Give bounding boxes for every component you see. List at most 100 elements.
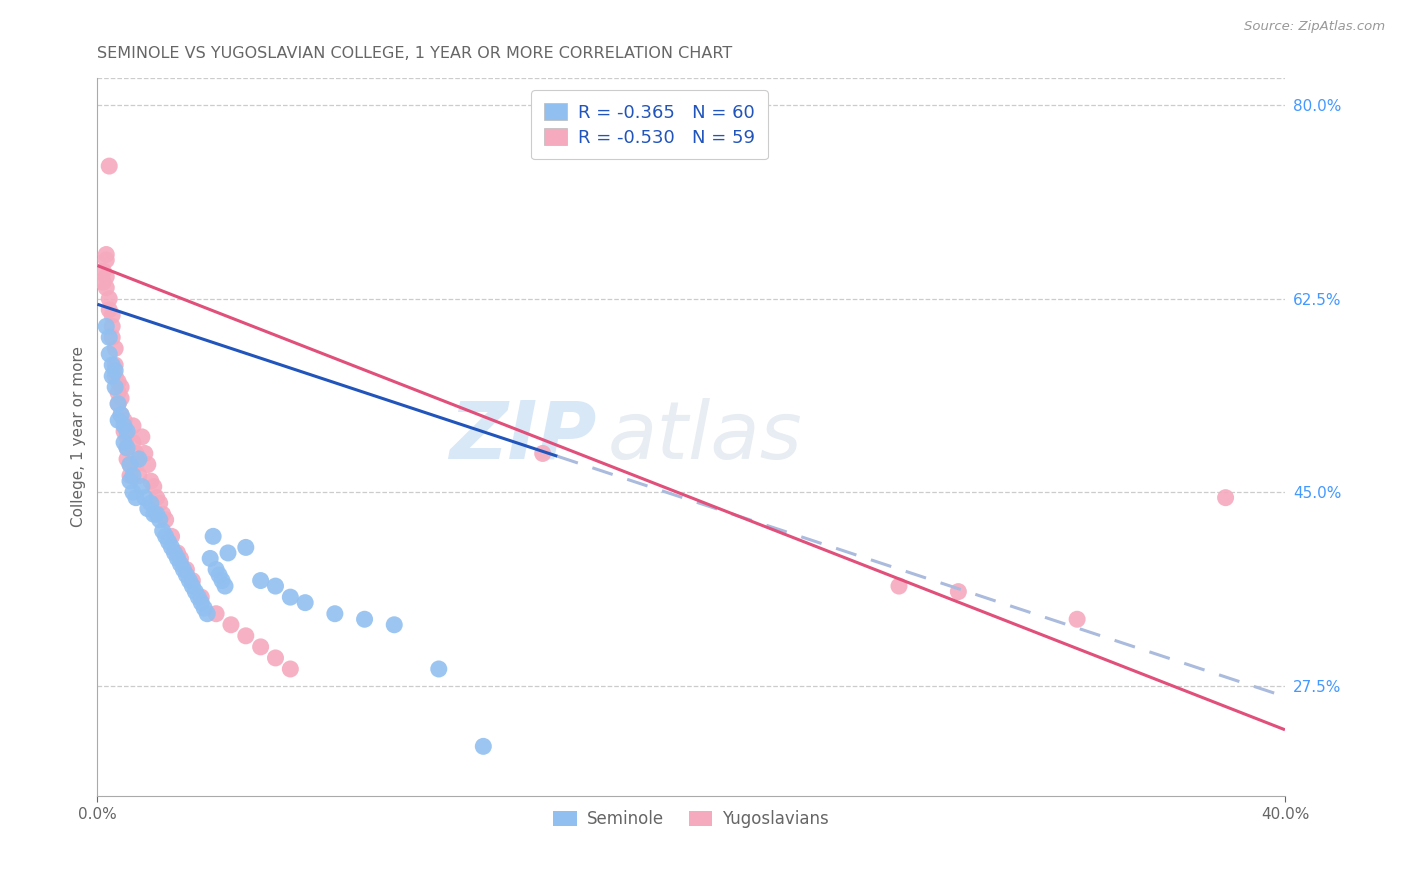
Point [294,596,316,610]
Point [166,546,188,560]
Point [157,534,180,549]
Point [948,584,970,599]
Point [118,474,141,488]
Point [125,491,148,505]
Point [181,574,204,588]
Point [195,607,218,621]
Point [101,308,124,322]
Point [101,330,124,344]
Point [110,408,132,422]
Point [531,446,554,460]
Point [96,280,118,294]
Point [125,458,148,472]
Point [110,380,132,394]
Text: Source: ZipAtlas.com: Source: ZipAtlas.com [1244,20,1385,33]
Point [278,590,301,604]
Point [166,551,188,566]
Point [101,358,124,372]
Point [163,546,186,560]
Point [887,579,910,593]
Point [190,596,212,610]
Point [96,319,118,334]
Point [98,159,121,173]
Point [184,584,207,599]
Point [122,485,145,500]
Point [115,452,138,467]
Point [91,275,114,289]
Point [198,551,221,566]
Point [249,574,271,588]
Point [176,568,198,582]
Point [96,269,118,284]
Point [118,458,141,472]
Point [96,247,118,261]
Point [181,579,204,593]
Point [104,380,127,394]
Point [190,590,212,604]
Point [122,435,145,450]
Point [118,458,141,472]
Y-axis label: College, 1 year or more: College, 1 year or more [72,346,86,527]
Point [145,491,167,505]
Point [104,358,127,372]
Point [472,739,495,754]
Text: atlas: atlas [607,398,803,475]
Point [145,508,167,522]
Point [214,579,236,593]
Point [176,562,198,576]
Point [264,651,287,665]
Point [427,662,450,676]
Point [264,579,287,593]
Point [235,629,257,643]
Point [128,468,150,483]
Point [122,418,145,433]
Point [107,385,129,400]
Point [112,435,135,450]
Point [131,430,153,444]
Point [202,529,225,543]
Point [134,446,156,460]
Point [219,617,242,632]
Point [115,430,138,444]
Point [353,612,375,626]
Point [160,529,183,543]
Point [142,480,165,494]
Point [122,468,145,483]
Point [96,253,118,268]
Point [115,425,138,439]
Point [112,413,135,427]
Point [118,468,141,483]
Point [131,480,153,494]
Point [112,425,135,439]
Point [125,446,148,460]
Point [208,568,231,582]
Point [139,496,162,510]
Text: ZIP: ZIP [449,398,596,475]
Point [104,342,127,356]
Point [152,524,174,538]
Point [187,590,209,604]
Point [104,363,127,377]
Legend: Seminole, Yugoslavians: Seminole, Yugoslavians [547,803,835,834]
Point [172,562,194,576]
Point [155,529,177,543]
Point [1215,491,1237,505]
Text: SEMINOLE VS YUGOSLAVIAN COLLEGE, 1 YEAR OR MORE CORRELATION CHART: SEMINOLE VS YUGOSLAVIAN COLLEGE, 1 YEAR … [97,46,733,62]
Point [98,330,121,344]
Point [139,474,162,488]
Point [98,347,121,361]
Point [101,319,124,334]
Point [136,458,159,472]
Point [107,413,129,427]
Point [134,491,156,505]
Point [98,302,121,317]
Point [169,557,191,571]
Point [107,375,129,389]
Point [152,508,174,522]
Point [112,418,135,433]
Point [142,508,165,522]
Point [128,452,150,467]
Point [160,541,183,555]
Point [115,441,138,455]
Point [155,513,177,527]
